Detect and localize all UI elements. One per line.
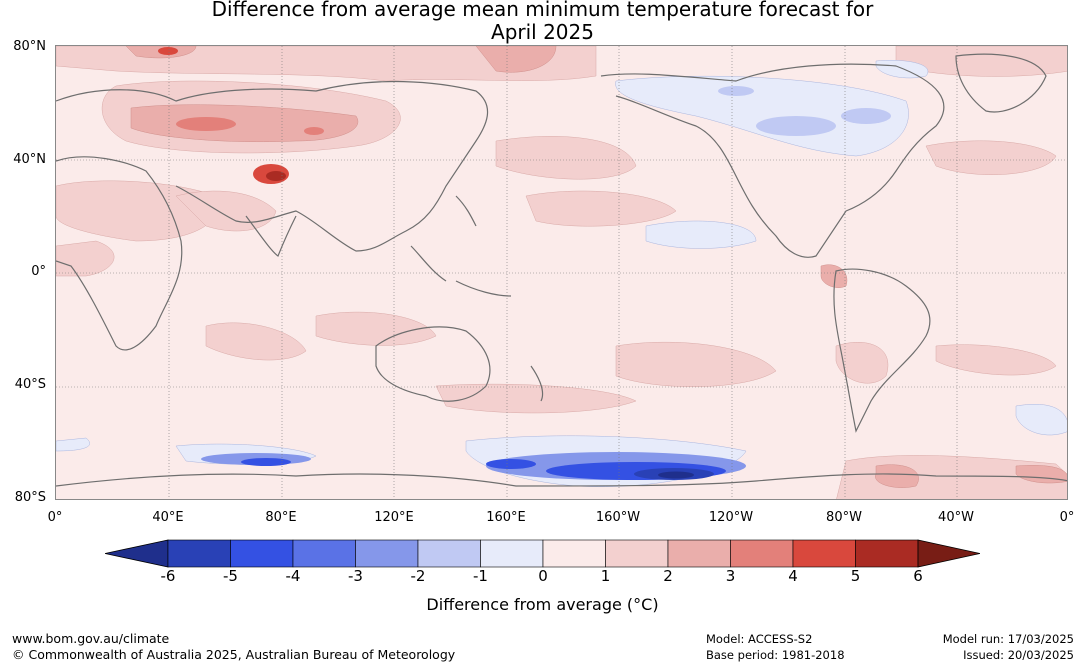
lon-label-40w: 40°W: [938, 510, 974, 525]
footer-copyright: © Commonwealth of Australia 2025, Austra…: [12, 647, 456, 662]
australia-coast: [375, 326, 491, 402]
south-atlantic-warm-region: [935, 344, 1057, 376]
colorbar-tick-label: -4: [285, 567, 301, 585]
colorbar-tick-label: 5: [850, 567, 861, 585]
colorbar-segment: [230, 539, 294, 568]
colorbar-segment: [855, 539, 919, 568]
lon-label-160e: 160°E: [486, 510, 526, 525]
arctic-warm-spot: [158, 47, 178, 55]
cold-spots: [201, 86, 891, 480]
south-pacific-warm-region: [615, 341, 777, 387]
colorbar-extend-high: [917, 539, 980, 568]
mongolia-warm-spot: [176, 117, 236, 131]
antarctica-coast: [56, 473, 1067, 487]
colorbar-tick-label: -1: [473, 567, 488, 585]
europe-asia-coast: [56, 80, 489, 252]
lat-label-80n: 80°N: [13, 39, 46, 54]
south-pacific-cool-region: [1015, 404, 1067, 436]
colorbar-tick-label: 4: [788, 567, 798, 585]
map-title-line2: April 2025: [491, 20, 594, 44]
south-america-coast: [833, 268, 931, 433]
hot-spots: [158, 47, 324, 184]
colorbar-tick-label: 6: [913, 567, 923, 585]
colorbar-tick-label: -2: [410, 567, 426, 585]
colorbar-segment: [792, 539, 856, 568]
lat-label-0: 0°: [31, 264, 46, 279]
india-coast: [245, 215, 297, 257]
greenland-coast: [955, 53, 1047, 113]
east-pacific-cool-region: [645, 220, 757, 249]
south-america-warm-region: [835, 342, 889, 384]
north-atlantic-warm-core: [475, 46, 557, 73]
antarctic-cold-spot-west-core: [241, 458, 291, 466]
colorbar-segment: [355, 539, 419, 568]
colorbar-tick-label: 2: [663, 567, 673, 585]
southern-ocean-cool-far-west: [56, 437, 90, 452]
colorbar-tick-label: 3: [725, 567, 736, 585]
canada-cool-region: [615, 75, 909, 157]
footer-model-run: Model run: 17/03/2025: [942, 632, 1074, 646]
colorbar-segment: [730, 539, 794, 568]
east-asia-islands: [410, 245, 512, 297]
footer-issued: Issued: 20/03/2025: [963, 648, 1074, 662]
map-title-line1: Difference from average mean minimum tem…: [211, 0, 874, 21]
southern-ocean-warm-region: [435, 383, 637, 414]
north-atlantic-warm-region: [925, 140, 1057, 175]
lon-label-80e: 80°E: [265, 510, 297, 525]
south-indian-warm-region: [315, 311, 437, 346]
graticule: [56, 46, 1067, 499]
indian-ocean-warm-region: [205, 322, 307, 361]
colorbar-segment: [417, 539, 481, 568]
colorbar-tick-label: -5: [223, 567, 238, 585]
coastlines: [56, 53, 1067, 487]
north-atlantic-cool-region: [875, 60, 929, 79]
colorbar-segment: [167, 539, 231, 568]
lon-label-0-right: 0°: [1059, 510, 1075, 525]
africa-coast: [56, 156, 183, 351]
footer-base-period: Base period: 1981-2018: [706, 648, 845, 662]
antarctic-warm-core: [875, 464, 919, 488]
lon-label-40e: 40°E: [152, 510, 184, 525]
stronger-warm-regions: [125, 46, 1067, 488]
forecast-map: [55, 45, 1068, 500]
tibet-hot-core: [266, 171, 286, 181]
central-pacific-warm-region: [525, 190, 677, 227]
lon-label-120w: 120°W: [708, 510, 754, 525]
north-america-coast: [600, 63, 945, 258]
new-zealand-coast: [530, 365, 544, 402]
colorbar-tick-label: -6: [160, 567, 176, 585]
canada-cold-spot-3: [718, 86, 754, 96]
colorbar-segment: [605, 539, 669, 568]
canada-cold-spot-1: [756, 116, 836, 136]
colorbar-segment: [480, 539, 544, 568]
lat-label-80s: 80°S: [14, 490, 46, 505]
siberia-warm-core: [130, 104, 359, 143]
antarctic-cold-spot-left: [486, 459, 536, 469]
anomaly-map-svg: [56, 46, 1067, 499]
west-africa-warm-region: [56, 240, 115, 277]
colorbar: [105, 539, 980, 568]
colorbar-label: Difference from average (°C): [426, 595, 659, 614]
north-pacific-warm-region: [495, 136, 637, 180]
colorbar-segment: [292, 539, 356, 568]
lon-label-120e: 120°E: [374, 510, 414, 525]
lon-label-0-left: 0°: [47, 510, 63, 525]
lat-label-40n: 40°N: [13, 152, 46, 167]
footer-url: www.bom.gov.au/climate: [12, 631, 170, 646]
colorbar-segment: [667, 539, 731, 568]
siberia-warm-spot: [304, 127, 324, 135]
colorbar-segment: [542, 539, 606, 568]
canada-cold-spot-2: [841, 108, 891, 124]
lat-label-40s: 40°S: [14, 377, 46, 392]
colorbar-extend-low: [105, 539, 169, 568]
colorbar-tick-label: 1: [600, 567, 611, 585]
colorbar-tick-label: -3: [348, 567, 363, 585]
lon-label-80w: 80°W: [826, 510, 862, 525]
lon-label-160w: 160°W: [595, 510, 641, 525]
antarctic-cold-spot-inner: [658, 471, 694, 479]
arctic-warm-region: [56, 46, 597, 82]
japan-coast: [455, 195, 477, 227]
footer-model: Model: ACCESS-S2: [706, 632, 813, 646]
colorbar-tick-label: 0: [538, 567, 548, 585]
